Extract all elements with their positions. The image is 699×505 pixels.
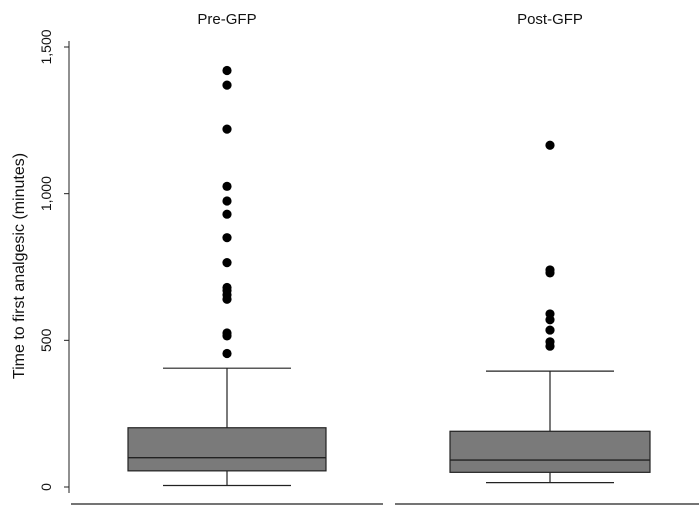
panel-post-gfp — [395, 140, 699, 505]
outlier-point — [545, 265, 555, 275]
panel-title-pre-gfp: Pre-GFP — [197, 11, 256, 28]
outlier-point — [545, 337, 555, 347]
outlier-point — [545, 325, 555, 335]
y-tick-label: 1,000 — [38, 176, 54, 211]
outlier-point — [222, 258, 232, 268]
outlier-point — [222, 209, 232, 219]
outlier-point — [222, 348, 232, 359]
outlier-point — [222, 124, 232, 134]
outlier-point — [222, 181, 232, 191]
outlier-point — [222, 233, 232, 243]
y-axis-title: Time to first analgesic (minutes) — [11, 153, 28, 379]
box-iqr — [127, 427, 327, 472]
panel-pre-gfp — [71, 65, 383, 505]
y-tick-label: 500 — [38, 328, 54, 352]
y-axis: 0 500 1,000 1,500 — [38, 29, 70, 493]
y-tick-label: 1,500 — [38, 29, 54, 64]
panel-title-post-gfp: Post-GFP — [517, 11, 583, 28]
outlier-point — [545, 309, 555, 319]
outlier-point — [545, 140, 555, 150]
outlier-point — [222, 80, 232, 90]
y-tick-label: 0 — [38, 483, 54, 491]
outlier-point — [222, 328, 232, 338]
outlier-point — [222, 282, 232, 293]
outlier-point — [222, 65, 232, 76]
outlier-point — [222, 196, 232, 206]
box-iqr — [449, 430, 651, 473]
